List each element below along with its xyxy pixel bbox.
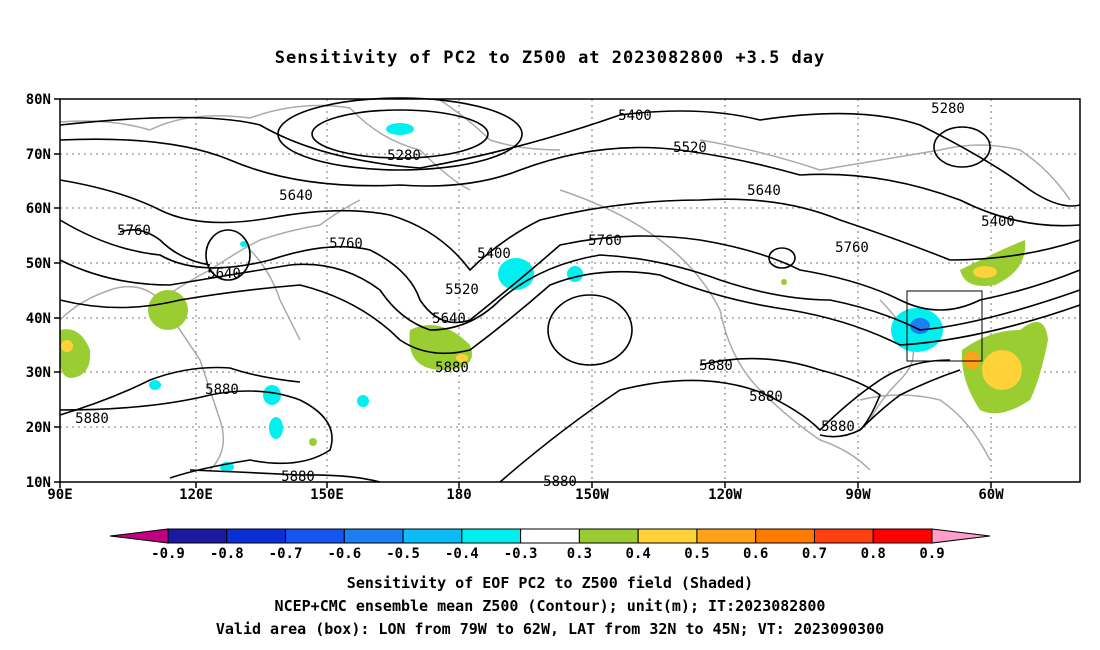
contour-label: 5640 — [279, 188, 313, 204]
lon-label: 150E — [310, 487, 344, 503]
colorbar: -0.9 -0.8 -0.7 -0.6 -0.5 -0.4 -0.3 0.3 0.4 0.5 0.6… — [109, 528, 991, 562]
shade-pos-atlantic-core — [982, 350, 1022, 390]
contour-label: 5760 — [588, 233, 622, 249]
lon-axis — [59, 482, 992, 488]
colorbar-tick-label: -0.6 — [327, 546, 361, 562]
colorbar-cell — [872, 528, 933, 544]
contour-label: 5760 — [117, 223, 151, 239]
shade-neg-pacific — [498, 258, 534, 290]
lon-label: 90W — [845, 487, 871, 503]
colorbar-tick-label: 0.5 — [684, 546, 709, 562]
shade-pos-newfoundland-core — [973, 266, 997, 278]
contour-label: 5760 — [835, 240, 869, 256]
lon-label: 120E — [179, 487, 213, 503]
caption-line-2: NCEP+CMC ensemble mean Z500 (Contour); u… — [274, 597, 826, 615]
colorbar-cell — [696, 528, 757, 544]
colorbar-tick-label: 0.8 — [861, 546, 886, 562]
shade-neg-west-pacific-2 — [263, 385, 281, 405]
valid-area-box — [906, 290, 983, 362]
lat-label: 40N — [26, 311, 51, 327]
lon-label: 90E — [47, 487, 72, 503]
colorbar-tick-label: 0.7 — [802, 546, 827, 562]
contour-label: 5880 — [749, 389, 783, 405]
lat-label: 80N — [26, 92, 51, 108]
contour-label: 5520 — [673, 140, 707, 156]
colorbar-cell — [931, 528, 991, 544]
lat-label: 20N — [26, 420, 51, 436]
caption-line-3: Valid area (box): LON from 79W to 62W, L… — [215, 620, 885, 638]
shading — [60, 123, 1048, 472]
contour-label: 5880 — [821, 419, 855, 435]
contour-label: 5640 — [207, 266, 241, 282]
chart-title: Sensitivity of PC2 to Z500 at 2023082800… — [274, 48, 826, 68]
lat-label: 70N — [26, 147, 51, 163]
gridlines — [60, 99, 1080, 482]
shade-neg-west-pacific-3 — [269, 417, 283, 439]
contour-label: 5760 — [329, 236, 363, 252]
shade-pos-atlantic-peak — [964, 351, 980, 369]
contour-label: 5880 — [281, 469, 315, 485]
colorbar-cell — [755, 528, 815, 544]
lat-label: 50N — [26, 256, 51, 272]
contour-label: 5640 — [747, 183, 781, 199]
lat-label: 10N — [26, 475, 51, 491]
contour-label: 5640 — [432, 311, 466, 327]
colorbar-cell — [813, 528, 874, 544]
lat-axis — [54, 98, 60, 483]
shade-neg-small — [240, 241, 248, 247]
colorbar-tick-label: -0.9 — [151, 546, 185, 562]
lon-label: 150W — [575, 487, 609, 503]
lat-label: 60N — [26, 201, 51, 217]
shade-pos-dateline-core — [456, 354, 468, 362]
colorbar-cell — [109, 528, 169, 544]
colorbar-tick-label: -0.4 — [445, 546, 479, 562]
colorbar-tick-label: -0.8 — [210, 546, 244, 562]
colorbar-tick-label: -0.5 — [386, 546, 420, 562]
shade-pos-east-asia — [148, 290, 188, 330]
contour-label: 5280 — [931, 101, 965, 117]
colorbar-cell — [226, 528, 287, 544]
shade-pos-small — [309, 438, 317, 446]
contours — [59, 97, 1081, 483]
lon-label: 60W — [978, 487, 1004, 503]
shade-neg-west-pacific-4 — [357, 395, 369, 407]
lon-label: 180 — [446, 487, 471, 503]
contour-label: 5880 — [75, 411, 109, 427]
contour-label: 5880 — [699, 358, 733, 374]
colorbar-cell — [461, 528, 522, 544]
colorbar-cell — [343, 528, 404, 544]
plot-frame — [59, 98, 1081, 483]
shade-pos-small-2 — [781, 279, 787, 285]
colorbar-tick-label: -0.3 — [504, 546, 538, 562]
colorbar-tick-label: 0.9 — [919, 546, 944, 562]
colorbar-tick-label: 0.6 — [743, 546, 768, 562]
contour-label: 5400 — [477, 246, 511, 262]
shade-neg-arctic — [386, 123, 414, 135]
lon-label: 120W — [708, 487, 742, 503]
contour-label: 5400 — [981, 214, 1015, 230]
colorbar-cell — [167, 528, 228, 544]
colorbar-cell — [520, 528, 580, 544]
colorbar-cell — [637, 528, 698, 544]
colorbar-cell — [285, 528, 345, 544]
contour-label: 5400 — [618, 108, 652, 124]
caption-line-1: Sensitivity of EOF PC2 to Z500 field (Sh… — [346, 574, 754, 592]
contour-label: 5280 — [387, 148, 421, 164]
contour-label: 5520 — [445, 282, 479, 298]
contour-label: 5880 — [435, 360, 469, 376]
contour-label: 5880 — [205, 382, 239, 398]
colorbar-cell — [402, 528, 463, 544]
shade-pos-west-core — [61, 340, 73, 352]
colorbar-cell — [578, 528, 639, 544]
contour-labels: 5280 5400 5520 5280 5640 5760 5640 5760 … — [75, 101, 1015, 490]
shade-neg-pacific-2 — [567, 266, 583, 282]
colorbar-tick-label: 0.3 — [567, 546, 592, 562]
shade-neg-west-pacific-1 — [149, 380, 161, 390]
colorbar-tick-label: -0.7 — [269, 546, 303, 562]
lat-label: 30N — [26, 365, 51, 381]
colorbar-tick-label: 0.4 — [626, 546, 651, 562]
